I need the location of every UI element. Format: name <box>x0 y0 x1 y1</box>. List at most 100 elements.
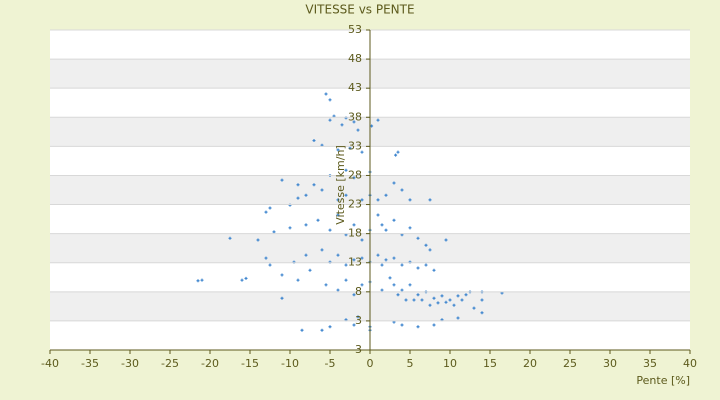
y-tick-label: 48 <box>348 52 362 65</box>
data-point <box>444 300 448 304</box>
data-point <box>244 276 248 280</box>
x-tick-label: 40 <box>683 357 697 370</box>
data-point <box>196 279 200 283</box>
x-tick-label: 20 <box>523 357 537 370</box>
data-point <box>268 263 272 267</box>
x-tick-label: 0 <box>367 357 374 370</box>
x-tick-label: -30 <box>121 357 139 370</box>
data-point <box>384 193 388 197</box>
data-point <box>444 238 448 242</box>
x-tick-label: 15 <box>483 357 497 370</box>
data-point <box>340 123 344 127</box>
x-axis-title: Pente [%] <box>636 374 690 387</box>
data-point <box>376 198 380 202</box>
data-point <box>380 223 384 227</box>
data-point <box>424 243 428 247</box>
data-point <box>432 268 436 272</box>
data-point <box>440 294 444 298</box>
data-point <box>448 298 452 302</box>
data-point <box>392 218 396 222</box>
data-point <box>328 325 332 329</box>
data-point <box>384 258 388 262</box>
data-point <box>352 223 356 227</box>
data-point <box>464 293 468 297</box>
data-point <box>360 283 364 287</box>
data-point <box>432 296 436 300</box>
data-point <box>344 193 348 197</box>
data-point <box>392 283 396 287</box>
y-tick-label: 28 <box>348 168 362 181</box>
data-point <box>228 236 232 240</box>
data-point <box>316 218 320 222</box>
data-point <box>320 328 324 332</box>
data-point <box>336 148 340 152</box>
data-point <box>304 253 308 257</box>
data-point <box>200 278 204 282</box>
data-point <box>380 288 384 292</box>
data-point <box>420 298 424 302</box>
y-tick-label: 38 <box>348 110 362 123</box>
y-tick-label: 13 <box>348 256 362 269</box>
data-point <box>240 278 244 282</box>
y-axis-title: Vitesse [km/h] <box>334 145 347 225</box>
data-point <box>428 248 432 252</box>
data-point <box>376 118 380 122</box>
x-tick-label: -15 <box>241 357 259 370</box>
data-point <box>384 228 388 232</box>
data-point <box>416 266 420 270</box>
data-point <box>328 228 332 232</box>
y-tick-label: 3 <box>355 314 362 327</box>
data-point <box>320 248 324 252</box>
data-point <box>352 176 356 180</box>
data-point <box>356 128 360 132</box>
data-point <box>376 213 380 217</box>
data-point <box>408 198 412 202</box>
x-tick-label: 35 <box>643 357 657 370</box>
data-point <box>328 118 332 122</box>
data-point <box>308 268 312 272</box>
data-point <box>360 256 364 260</box>
y-tick-label: 43 <box>348 81 362 94</box>
y-tick-label: 33 <box>348 139 362 152</box>
chart-title: VITESSE vs PENTE <box>305 3 414 17</box>
data-point <box>432 323 436 327</box>
data-point <box>296 278 300 282</box>
data-point <box>328 98 332 102</box>
data-point <box>304 223 308 227</box>
data-point <box>312 139 316 143</box>
data-point <box>300 328 304 332</box>
data-point <box>344 263 348 267</box>
data-point <box>400 288 404 292</box>
data-point <box>296 183 300 187</box>
data-point <box>396 293 400 297</box>
data-point <box>480 311 484 315</box>
data-point <box>344 168 348 172</box>
x-tick-label: 25 <box>563 357 577 370</box>
data-point <box>336 288 340 292</box>
x-tick-label: 10 <box>443 357 457 370</box>
data-point <box>394 153 398 157</box>
x-tick-label: 5 <box>407 357 414 370</box>
data-point <box>280 296 284 300</box>
data-point <box>400 188 404 192</box>
data-point <box>272 230 276 234</box>
data-point <box>472 306 476 310</box>
data-point <box>408 283 412 287</box>
data-point <box>452 303 456 307</box>
data-point <box>352 293 356 297</box>
data-point <box>352 323 356 327</box>
x-tick-label: 30 <box>603 357 617 370</box>
data-point <box>424 263 428 267</box>
data-point <box>428 303 432 307</box>
y-tick-label: 23 <box>348 198 362 211</box>
y-tick-label: 53 <box>348 23 362 36</box>
data-point <box>388 276 392 280</box>
data-point <box>396 150 400 154</box>
data-point <box>392 256 396 260</box>
data-point <box>400 263 404 267</box>
data-point <box>312 183 316 187</box>
y-tick-label: 8 <box>355 285 362 298</box>
data-point <box>280 178 284 182</box>
